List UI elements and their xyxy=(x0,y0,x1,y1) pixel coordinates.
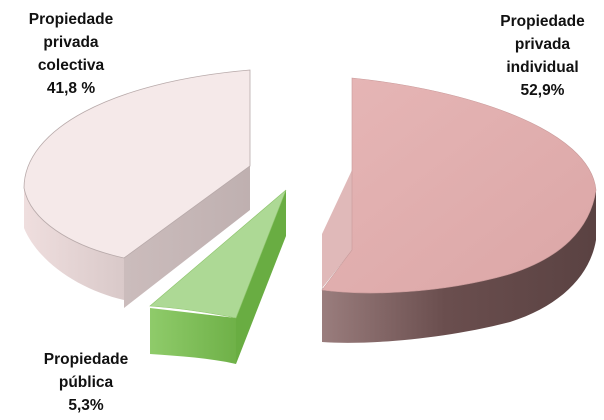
slice-privada-individual-top xyxy=(321,77,597,294)
label-privada-individual-line2: privada xyxy=(514,36,571,53)
label-privada-individual-line3: individual xyxy=(506,59,579,76)
label-privada-colectiva-line2: privada xyxy=(43,34,99,51)
slice-publica-cut-face xyxy=(236,190,286,364)
slice-privada-colectiva-top xyxy=(23,69,251,259)
slice-privada-individual-cut-face xyxy=(322,170,352,288)
slice-privada-individual-side xyxy=(322,172,596,343)
label-privada-colectiva-line1: Propiedade xyxy=(28,11,114,28)
label-publica-value: 5,3% xyxy=(68,397,104,414)
label-publica: Propiedade pública 5,3% xyxy=(28,348,144,417)
slice-publica-top xyxy=(149,189,287,319)
label-privada-colectiva-line3: colectiva xyxy=(37,57,105,74)
slice-publica-side xyxy=(150,308,236,364)
slice-publica xyxy=(149,189,287,364)
label-privada-colectiva-value: 41,8 % xyxy=(46,80,96,97)
slice-privada-colectiva xyxy=(23,69,251,308)
label-privada-individual-line1: Propiedade xyxy=(500,13,585,30)
label-privada-individual-value: 52,9% xyxy=(520,82,565,99)
slice-privada-colectiva-cut-face xyxy=(124,166,250,308)
label-publica-line2: pública xyxy=(58,374,114,391)
label-privada-individual: Propiedade privada individual 52,9% xyxy=(485,10,600,102)
label-privada-colectiva: Propiedade privada colectiva 41,8 % xyxy=(6,8,136,100)
slice-privada-individual xyxy=(321,77,597,343)
label-publica-line1: Propiedade xyxy=(43,351,129,368)
